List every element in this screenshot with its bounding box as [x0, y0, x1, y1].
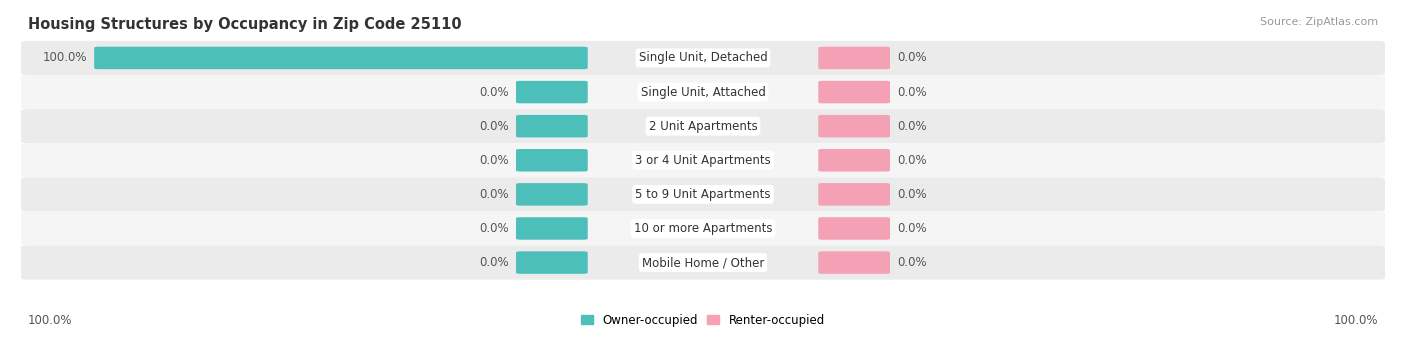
Text: 0.0%: 0.0%	[479, 86, 509, 99]
Text: Single Unit, Detached: Single Unit, Detached	[638, 51, 768, 64]
Text: Single Unit, Attached: Single Unit, Attached	[641, 86, 765, 99]
Text: 0.0%: 0.0%	[479, 154, 509, 167]
FancyBboxPatch shape	[818, 149, 890, 172]
Text: Housing Structures by Occupancy in Zip Code 25110: Housing Structures by Occupancy in Zip C…	[28, 17, 461, 32]
Text: Source: ZipAtlas.com: Source: ZipAtlas.com	[1260, 17, 1378, 27]
FancyBboxPatch shape	[21, 143, 1385, 177]
Text: 0.0%: 0.0%	[897, 256, 927, 269]
FancyBboxPatch shape	[818, 183, 890, 206]
FancyBboxPatch shape	[516, 183, 588, 206]
Text: 100.0%: 100.0%	[1333, 314, 1378, 327]
FancyBboxPatch shape	[516, 115, 588, 137]
Text: 0.0%: 0.0%	[897, 154, 927, 167]
Text: 0.0%: 0.0%	[897, 222, 927, 235]
FancyBboxPatch shape	[818, 115, 890, 137]
FancyBboxPatch shape	[818, 81, 890, 103]
FancyBboxPatch shape	[516, 251, 588, 274]
Text: Mobile Home / Other: Mobile Home / Other	[641, 256, 765, 269]
Text: 100.0%: 100.0%	[42, 51, 87, 64]
Text: 0.0%: 0.0%	[479, 256, 509, 269]
FancyBboxPatch shape	[818, 217, 890, 240]
FancyBboxPatch shape	[21, 41, 1385, 75]
Text: 0.0%: 0.0%	[479, 222, 509, 235]
FancyBboxPatch shape	[516, 217, 588, 240]
Text: 100.0%: 100.0%	[28, 314, 73, 327]
FancyBboxPatch shape	[21, 177, 1385, 211]
Text: 0.0%: 0.0%	[897, 86, 927, 99]
FancyBboxPatch shape	[21, 246, 1385, 280]
FancyBboxPatch shape	[94, 47, 588, 69]
Text: 0.0%: 0.0%	[479, 188, 509, 201]
FancyBboxPatch shape	[21, 109, 1385, 143]
Legend: Owner-occupied, Renter-occupied: Owner-occupied, Renter-occupied	[576, 309, 830, 332]
FancyBboxPatch shape	[516, 81, 588, 103]
Text: 10 or more Apartments: 10 or more Apartments	[634, 222, 772, 235]
Text: 0.0%: 0.0%	[479, 120, 509, 133]
Text: 3 or 4 Unit Apartments: 3 or 4 Unit Apartments	[636, 154, 770, 167]
FancyBboxPatch shape	[818, 251, 890, 274]
FancyBboxPatch shape	[818, 47, 890, 69]
Text: 0.0%: 0.0%	[897, 188, 927, 201]
FancyBboxPatch shape	[21, 211, 1385, 246]
FancyBboxPatch shape	[516, 149, 588, 172]
Text: 0.0%: 0.0%	[897, 51, 927, 64]
Text: 5 to 9 Unit Apartments: 5 to 9 Unit Apartments	[636, 188, 770, 201]
FancyBboxPatch shape	[21, 75, 1385, 109]
Text: 2 Unit Apartments: 2 Unit Apartments	[648, 120, 758, 133]
Text: 0.0%: 0.0%	[897, 120, 927, 133]
